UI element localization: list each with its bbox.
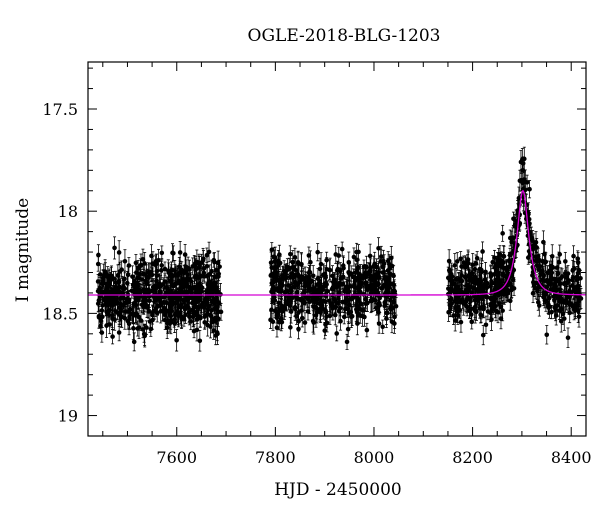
data-point: [177, 250, 183, 255]
data-point: [126, 263, 132, 268]
data-point: [144, 274, 149, 279]
data-point: [150, 312, 155, 318]
data-point: [149, 253, 154, 259]
data-point: [197, 338, 203, 344]
data-point: [136, 275, 142, 281]
data-point: [133, 260, 139, 266]
data-point: [215, 260, 221, 265]
data-point: [177, 264, 182, 269]
data-point: [185, 272, 190, 277]
plot-area: [88, 146, 586, 352]
data-point: [146, 309, 152, 314]
data-point: [131, 339, 137, 345]
data-point: [214, 267, 219, 273]
data-point: [142, 261, 147, 266]
data-point: [136, 325, 142, 330]
data-point: [116, 330, 122, 335]
data-point: [187, 295, 192, 300]
data-point: [154, 273, 160, 278]
data-point: [112, 245, 117, 251]
data-point: [201, 256, 206, 261]
data-point: [159, 250, 165, 256]
data-point: [209, 319, 215, 325]
data-point: [162, 312, 168, 318]
data-point: [187, 314, 192, 320]
data-point: [96, 252, 101, 258]
data-point: [171, 317, 177, 322]
data-point: [122, 276, 127, 282]
data-point: [118, 302, 124, 307]
data-point: [195, 305, 201, 310]
data-point: [98, 323, 103, 329]
data-point: [95, 261, 101, 267]
data-point: [105, 274, 111, 280]
data-point: [131, 300, 137, 306]
data-point: [205, 322, 210, 328]
data-point: [125, 272, 131, 278]
data-point: [112, 317, 117, 322]
data-point: [212, 274, 218, 279]
data-point: [211, 328, 216, 333]
data-point: [196, 265, 202, 271]
data-point: [168, 277, 174, 283]
data-point: [164, 325, 170, 331]
data-point: [158, 268, 164, 273]
data-point: [204, 252, 210, 258]
data-point: [123, 309, 128, 314]
data-point: [116, 250, 122, 255]
data-point: [204, 288, 209, 294]
data-point: [131, 326, 136, 331]
data-point: [132, 279, 138, 284]
data-point: [147, 298, 152, 304]
data-point: [100, 303, 105, 308]
chart-title: OGLE-2018-BLG-1203: [248, 26, 441, 46]
data-point: [183, 312, 188, 318]
data-point: [100, 314, 105, 320]
data-point: [199, 260, 204, 265]
data-point: [169, 282, 175, 288]
